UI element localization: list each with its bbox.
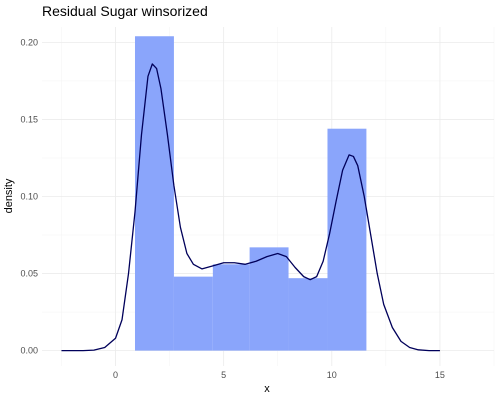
y-tick-label: 0.00 — [20, 346, 38, 356]
histogram-bar — [212, 264, 250, 351]
histogram-bar — [249, 247, 289, 351]
histogram-bar — [288, 278, 328, 351]
x-axis-label: x — [264, 383, 270, 395]
histogram-bar — [134, 36, 174, 351]
x-tick-label: 5 — [221, 370, 226, 380]
histogram-bar — [173, 276, 213, 351]
chart-title: Residual Sugar winsorized — [42, 3, 208, 19]
y-tick-label: 0.20 — [20, 37, 38, 47]
x-tick-label: 10 — [327, 370, 337, 380]
y-tick-label: 0.05 — [20, 269, 38, 279]
y-tick-label: 0.15 — [20, 114, 38, 124]
y-axis-ticks: 0.00 0.05 0.10 0.15 0.20 — [20, 37, 38, 355]
density-curve-layer — [61, 63, 440, 352]
x-tick-label: 15 — [435, 370, 445, 380]
y-axis-label: density — [3, 178, 15, 213]
density-curve — [61, 63, 440, 352]
histogram-bars — [134, 36, 367, 351]
x-tick-label: 0 — [113, 370, 118, 380]
y-tick-label: 0.10 — [20, 192, 38, 202]
histogram-bar — [327, 128, 367, 351]
x-axis-ticks: 0 5 10 15 — [113, 370, 445, 380]
